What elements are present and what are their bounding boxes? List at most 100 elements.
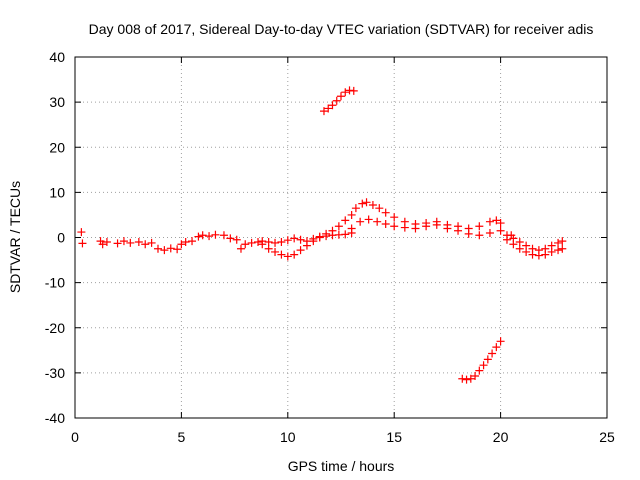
data-point xyxy=(558,237,567,246)
data-point xyxy=(337,92,345,101)
data-point xyxy=(390,213,399,222)
data-point xyxy=(126,238,135,247)
data-point xyxy=(328,101,337,110)
data-point xyxy=(443,224,452,233)
data-point xyxy=(102,238,111,247)
y-tick-labels: -40 -30 -20 -10 0 10 20 30 40 xyxy=(45,49,65,426)
grid xyxy=(75,57,607,418)
data-point xyxy=(188,237,197,246)
data-point xyxy=(390,222,399,231)
chart-title: Day 008 of 2017, Sidereal Day-to-day VTE… xyxy=(89,21,594,37)
data-point xyxy=(219,231,228,240)
ticks xyxy=(74,56,608,419)
data-point xyxy=(264,244,273,253)
series-mid-upper xyxy=(258,210,356,247)
data-point xyxy=(496,219,505,228)
series-late-upper xyxy=(502,231,567,255)
data-point xyxy=(271,247,280,256)
data-point xyxy=(309,234,318,243)
data-point xyxy=(373,217,382,226)
y-tick-label: -10 xyxy=(45,275,65,291)
data-point xyxy=(119,237,128,246)
y-tick-label: 10 xyxy=(49,184,65,200)
series-early xyxy=(77,228,263,255)
x-tick-labels: 0 5 10 15 20 25 xyxy=(71,429,615,445)
data-point xyxy=(173,245,182,254)
data-point xyxy=(296,235,305,244)
x-tick-label: 0 xyxy=(71,429,79,445)
data-point xyxy=(475,366,484,375)
data-point xyxy=(205,232,214,241)
data-point xyxy=(147,238,156,247)
data-point xyxy=(258,237,267,246)
data-point xyxy=(502,231,511,240)
y-tick-label: -40 xyxy=(45,410,65,426)
data-point xyxy=(515,244,524,253)
data-point xyxy=(515,238,524,247)
y-tick-label: 40 xyxy=(49,49,65,65)
data-point xyxy=(347,210,356,219)
data-point xyxy=(466,374,475,383)
data-point xyxy=(232,235,241,244)
series-bump-upper xyxy=(351,198,505,233)
x-tick-label: 10 xyxy=(280,429,296,445)
data-point xyxy=(341,230,350,239)
data-point xyxy=(328,226,337,235)
data-point xyxy=(485,217,494,226)
data-point xyxy=(358,199,367,208)
data-point xyxy=(381,219,390,228)
data-point xyxy=(236,244,245,253)
data-point xyxy=(341,88,350,97)
data-point xyxy=(98,240,107,249)
x-axis-label: GPS time / hours xyxy=(288,458,395,474)
data-point xyxy=(462,375,471,384)
series-upper-isolated-arc xyxy=(319,86,358,116)
data-point xyxy=(496,337,505,346)
data-point xyxy=(78,239,87,248)
data-point xyxy=(324,104,333,113)
data-point xyxy=(319,107,328,116)
data-point xyxy=(400,223,409,232)
data-point xyxy=(554,238,563,247)
data-point xyxy=(141,240,150,249)
x-tick-label: 5 xyxy=(178,429,186,445)
series-bump-lower xyxy=(347,215,516,240)
data-point xyxy=(290,234,299,243)
data-point xyxy=(534,246,543,255)
data-point xyxy=(194,232,203,241)
data-point xyxy=(541,244,550,253)
data-point xyxy=(479,361,488,370)
data-point xyxy=(375,204,384,213)
data-point xyxy=(422,222,431,231)
series-late-lower xyxy=(502,235,567,260)
data-point xyxy=(432,220,441,229)
data-point xyxy=(113,239,122,248)
data-point xyxy=(211,230,220,239)
data-point xyxy=(492,343,501,352)
y-tick-label: 0 xyxy=(57,230,65,246)
data-point xyxy=(134,238,143,247)
data-point xyxy=(322,229,331,238)
data-point xyxy=(166,244,175,253)
data-point xyxy=(492,216,501,225)
data-point xyxy=(160,246,169,255)
y-tick-label: 20 xyxy=(49,139,65,155)
y-tick-label: 30 xyxy=(49,94,65,110)
data-point xyxy=(277,250,286,259)
data-point xyxy=(362,198,371,207)
data-point xyxy=(364,215,373,224)
data-point xyxy=(271,238,280,247)
data-point xyxy=(381,208,390,217)
data-point xyxy=(341,216,350,225)
series-lower-isolated-arc xyxy=(458,337,505,384)
data-point xyxy=(458,374,467,383)
data-point xyxy=(368,201,377,210)
data-point xyxy=(528,244,537,253)
y-tick-label: -20 xyxy=(45,320,65,336)
data-point xyxy=(332,96,341,105)
data-point xyxy=(277,238,286,247)
data-point xyxy=(334,222,343,231)
data-point xyxy=(315,232,324,241)
data-point xyxy=(226,234,235,243)
data-point xyxy=(488,349,497,358)
